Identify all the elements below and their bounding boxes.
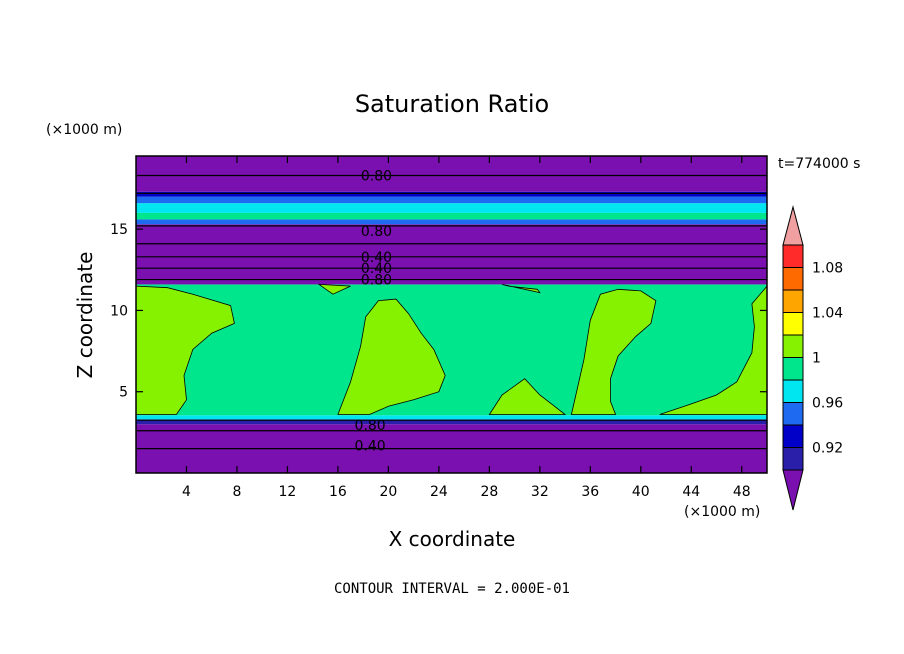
colorbar-label: 1.08 bbox=[812, 261, 843, 277]
field-band bbox=[136, 196, 767, 204]
colorbar-box bbox=[782, 402, 804, 426]
x-tick-label: 40 bbox=[632, 484, 650, 500]
field-band bbox=[136, 203, 767, 213]
x-tick-label: 8 bbox=[232, 484, 241, 500]
x-tick-label: 44 bbox=[682, 484, 700, 500]
field-band bbox=[136, 419, 767, 425]
x-tick-label: 12 bbox=[279, 484, 297, 500]
colorbar-box bbox=[782, 244, 804, 268]
colorbar-label: 1 bbox=[812, 351, 821, 367]
supersaturated-region bbox=[488, 378, 567, 415]
contour-label: 0.80 bbox=[361, 224, 392, 240]
plot-area bbox=[136, 156, 767, 473]
colorbar-upper-extension bbox=[782, 205, 804, 246]
x-tick-label: 48 bbox=[733, 484, 751, 500]
y-tick-label: 10 bbox=[110, 303, 128, 319]
supersaturated-region bbox=[136, 285, 235, 415]
supersaturated-region bbox=[317, 283, 351, 295]
supersaturated-region bbox=[337, 298, 446, 415]
x-tick-label: 32 bbox=[531, 484, 549, 500]
colorbar-box bbox=[782, 267, 804, 291]
time-label: t=774000 s bbox=[778, 156, 860, 172]
y-tick-label: 5 bbox=[119, 385, 128, 401]
supersaturated-region bbox=[570, 288, 657, 415]
x-tick-label: 20 bbox=[379, 484, 397, 500]
colorbar: 0.92 0.96 1 1.04 1.08 bbox=[782, 205, 843, 511]
contour-labels: 0.800.800.400.400.800.800.40 bbox=[355, 169, 392, 455]
plot-frame bbox=[135, 155, 768, 474]
x-tick-label: 28 bbox=[480, 484, 498, 500]
field-band bbox=[136, 191, 767, 197]
contour-label: 0.80 bbox=[361, 273, 392, 289]
field-band bbox=[136, 284, 767, 416]
x-tick-label: 24 bbox=[430, 484, 448, 500]
colorbar-box bbox=[782, 334, 804, 358]
x-axis-label: X coordinate bbox=[389, 527, 516, 551]
colorbar-box bbox=[782, 357, 804, 381]
contour-label: 0.80 bbox=[361, 169, 392, 185]
colorbar-box bbox=[782, 379, 804, 403]
contour-label: 0.40 bbox=[361, 261, 392, 277]
field-band bbox=[136, 224, 767, 285]
colorbar-box bbox=[782, 424, 804, 448]
colorbar-label: 0.96 bbox=[812, 396, 843, 412]
colorbar-lower-extension bbox=[782, 469, 804, 511]
chart-title: Saturation Ratio bbox=[355, 90, 549, 118]
x-units-label: (×1000 m) bbox=[684, 504, 760, 520]
supersaturated-region bbox=[501, 284, 541, 294]
x-tick-label: 4 bbox=[182, 484, 191, 500]
supersaturated-region bbox=[659, 285, 767, 415]
contour-label: 0.80 bbox=[355, 418, 386, 434]
contour-label: 0.40 bbox=[355, 438, 386, 454]
contour-label: 0.40 bbox=[361, 250, 392, 266]
field-band bbox=[136, 212, 767, 220]
y-units-label: (×1000 m) bbox=[46, 122, 122, 138]
contour-interval-footer: CONTOUR INTERVAL = 2.000E-01 bbox=[334, 581, 570, 597]
colorbar-label: 0.92 bbox=[812, 441, 843, 457]
field-band bbox=[136, 156, 767, 192]
colorbar-box bbox=[782, 312, 804, 336]
y-axis-label: Z coordinate bbox=[73, 252, 97, 379]
field-band bbox=[136, 219, 767, 225]
field-band bbox=[136, 415, 767, 420]
colorbar-label: 1.04 bbox=[812, 306, 843, 322]
y-tick-label: 15 bbox=[110, 222, 128, 238]
colorbar-box bbox=[782, 447, 804, 471]
x-tick-label: 16 bbox=[329, 484, 347, 500]
x-tick-label: 36 bbox=[581, 484, 599, 500]
colorbar-box bbox=[782, 289, 804, 313]
